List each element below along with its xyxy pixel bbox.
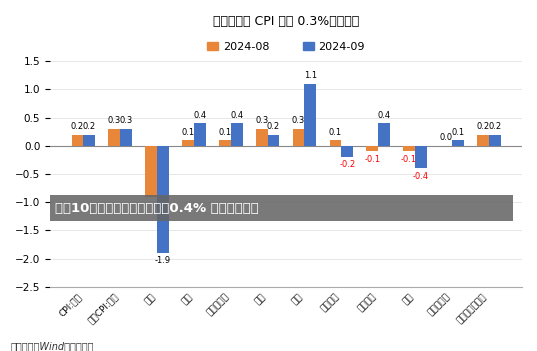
Text: 美国10月份零售销售环比增长0.4% 高于预期水平: 美国10月份零售销售环比增长0.4% 高于预期水平	[55, 202, 259, 215]
Text: 0.3: 0.3	[119, 117, 133, 125]
Title: 图表：核心 CPI 环比 0.3%，超预期: 图表：核心 CPI 环比 0.3%，超预期	[213, 15, 359, 28]
Bar	[330, 140, 342, 146]
Bar	[157, 146, 169, 253]
Text: 0.2: 0.2	[476, 122, 489, 131]
Text: 0.1: 0.1	[451, 128, 465, 137]
Text: -1.9: -1.9	[155, 257, 171, 265]
Text: 0.1: 0.1	[182, 128, 194, 137]
Bar	[120, 129, 132, 146]
Bar	[403, 146, 415, 151]
Text: -0.2: -0.2	[339, 160, 355, 170]
Text: 0.2: 0.2	[488, 122, 501, 131]
Text: 0.1: 0.1	[329, 128, 342, 137]
Bar	[489, 134, 500, 146]
Text: 1.1: 1.1	[304, 71, 317, 80]
Bar	[267, 134, 279, 146]
Bar	[342, 146, 353, 157]
Bar	[378, 123, 390, 146]
Bar	[83, 134, 95, 146]
Bar	[415, 146, 427, 168]
Text: 0.4: 0.4	[378, 111, 390, 120]
Text: 0.2: 0.2	[267, 122, 280, 131]
Text: 0.0: 0.0	[439, 133, 453, 143]
Legend: 2024-08, 2024-09: 2024-08, 2024-09	[203, 37, 369, 56]
Bar	[146, 146, 157, 197]
Bar	[452, 140, 463, 146]
Bar	[256, 129, 267, 146]
Text: -0.1: -0.1	[364, 155, 380, 164]
Bar	[71, 134, 83, 146]
Text: 0.2: 0.2	[71, 122, 84, 131]
Text: 0.3: 0.3	[292, 117, 305, 125]
Bar	[194, 123, 206, 146]
Text: -0.4: -0.4	[413, 172, 429, 181]
Bar	[182, 140, 194, 146]
Bar	[293, 129, 304, 146]
Bar	[304, 84, 316, 146]
Text: 0.2: 0.2	[83, 122, 96, 131]
Text: 资料来源：Wind，泽平宏观: 资料来源：Wind，泽平宏观	[11, 341, 94, 351]
Text: 0.3: 0.3	[255, 117, 268, 125]
Text: 0.3: 0.3	[108, 117, 121, 125]
Text: 0.4: 0.4	[230, 111, 243, 120]
Bar	[108, 129, 120, 146]
Bar	[231, 123, 243, 146]
Bar	[219, 140, 231, 146]
Text: -0.1: -0.1	[401, 155, 417, 164]
Text: 0.1: 0.1	[219, 128, 231, 137]
Bar	[366, 146, 378, 151]
FancyBboxPatch shape	[50, 196, 512, 221]
Bar	[477, 134, 489, 146]
Text: 0.4: 0.4	[193, 111, 206, 120]
